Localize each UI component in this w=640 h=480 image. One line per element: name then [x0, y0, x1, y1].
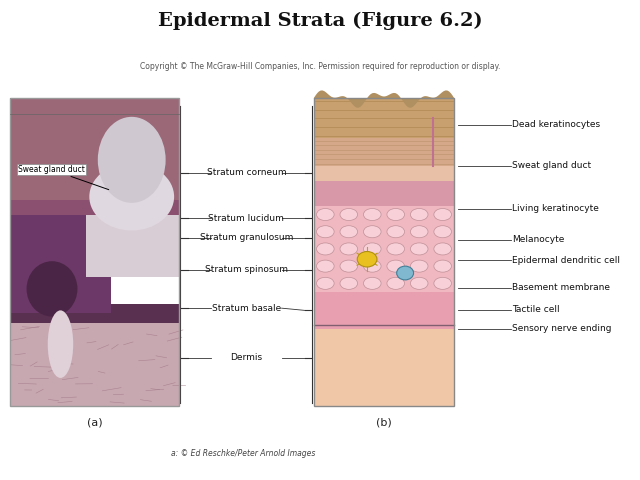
Ellipse shape — [27, 261, 77, 316]
Ellipse shape — [387, 243, 404, 255]
Bar — [10, 98, 179, 406]
Text: (a): (a) — [86, 418, 102, 428]
Bar — [314, 206, 454, 292]
Bar — [314, 181, 454, 206]
Bar — [10, 200, 179, 215]
Ellipse shape — [317, 277, 334, 289]
Ellipse shape — [317, 226, 334, 238]
Ellipse shape — [90, 163, 174, 230]
Text: Stratum corneum: Stratum corneum — [207, 168, 286, 177]
Ellipse shape — [410, 226, 428, 238]
Ellipse shape — [410, 260, 428, 272]
Bar — [10, 203, 111, 313]
Bar — [314, 98, 454, 138]
Text: Stratum granulosum: Stratum granulosum — [200, 233, 293, 242]
Ellipse shape — [340, 277, 358, 289]
Bar — [314, 98, 454, 406]
Ellipse shape — [340, 243, 358, 255]
Ellipse shape — [387, 226, 404, 238]
Ellipse shape — [364, 260, 381, 272]
Ellipse shape — [434, 243, 451, 255]
Ellipse shape — [340, 260, 358, 272]
Bar — [314, 138, 454, 166]
Ellipse shape — [317, 243, 334, 255]
Text: Living keratinocyte: Living keratinocyte — [512, 204, 599, 213]
Ellipse shape — [387, 208, 404, 220]
Text: Melanocyte: Melanocyte — [512, 236, 564, 244]
Ellipse shape — [410, 243, 428, 255]
Ellipse shape — [317, 208, 334, 220]
Bar — [10, 304, 179, 323]
Text: Dead keratinocytes: Dead keratinocytes — [512, 120, 600, 129]
Ellipse shape — [434, 208, 451, 220]
Bar — [314, 292, 454, 329]
Ellipse shape — [364, 243, 381, 255]
Text: Epidermal Strata (Figure 6.2): Epidermal Strata (Figure 6.2) — [157, 12, 483, 30]
Bar — [86, 184, 179, 276]
Ellipse shape — [98, 117, 166, 203]
Text: Basement membrane: Basement membrane — [512, 284, 610, 292]
Bar — [314, 166, 454, 181]
Ellipse shape — [434, 226, 451, 238]
Bar — [10, 98, 179, 200]
Text: Sweat gland duct: Sweat gland duct — [18, 165, 109, 190]
Ellipse shape — [357, 252, 377, 267]
Text: Stratum spinosum: Stratum spinosum — [205, 265, 288, 274]
Ellipse shape — [434, 260, 451, 272]
Text: Stratum basale: Stratum basale — [212, 304, 281, 312]
Ellipse shape — [397, 266, 413, 280]
Ellipse shape — [387, 277, 404, 289]
Ellipse shape — [387, 260, 404, 272]
Ellipse shape — [410, 277, 428, 289]
Text: Tactile cell: Tactile cell — [512, 305, 559, 314]
Ellipse shape — [410, 208, 428, 220]
Text: Sweat gland duct: Sweat gland duct — [512, 161, 591, 170]
Ellipse shape — [317, 260, 334, 272]
Ellipse shape — [364, 208, 381, 220]
Ellipse shape — [340, 208, 358, 220]
Ellipse shape — [434, 277, 451, 289]
Text: Stratum lucidum: Stratum lucidum — [209, 214, 284, 223]
Text: Epidermal dendritic cell: Epidermal dendritic cell — [512, 256, 620, 264]
Ellipse shape — [48, 311, 73, 378]
Text: Sensory nerve ending: Sensory nerve ending — [512, 324, 611, 333]
Ellipse shape — [340, 226, 358, 238]
Text: Copyright © The McGraw-Hill Companies, Inc. Permission required for reproduction: Copyright © The McGraw-Hill Companies, I… — [140, 62, 500, 72]
Text: (b): (b) — [376, 418, 392, 428]
Bar — [314, 329, 454, 406]
Text: a: © Ed Reschke/Peter Arnold Images: a: © Ed Reschke/Peter Arnold Images — [171, 449, 316, 458]
Text: Dermis: Dermis — [230, 353, 262, 362]
Ellipse shape — [364, 226, 381, 238]
Bar — [10, 320, 179, 406]
Ellipse shape — [364, 277, 381, 289]
